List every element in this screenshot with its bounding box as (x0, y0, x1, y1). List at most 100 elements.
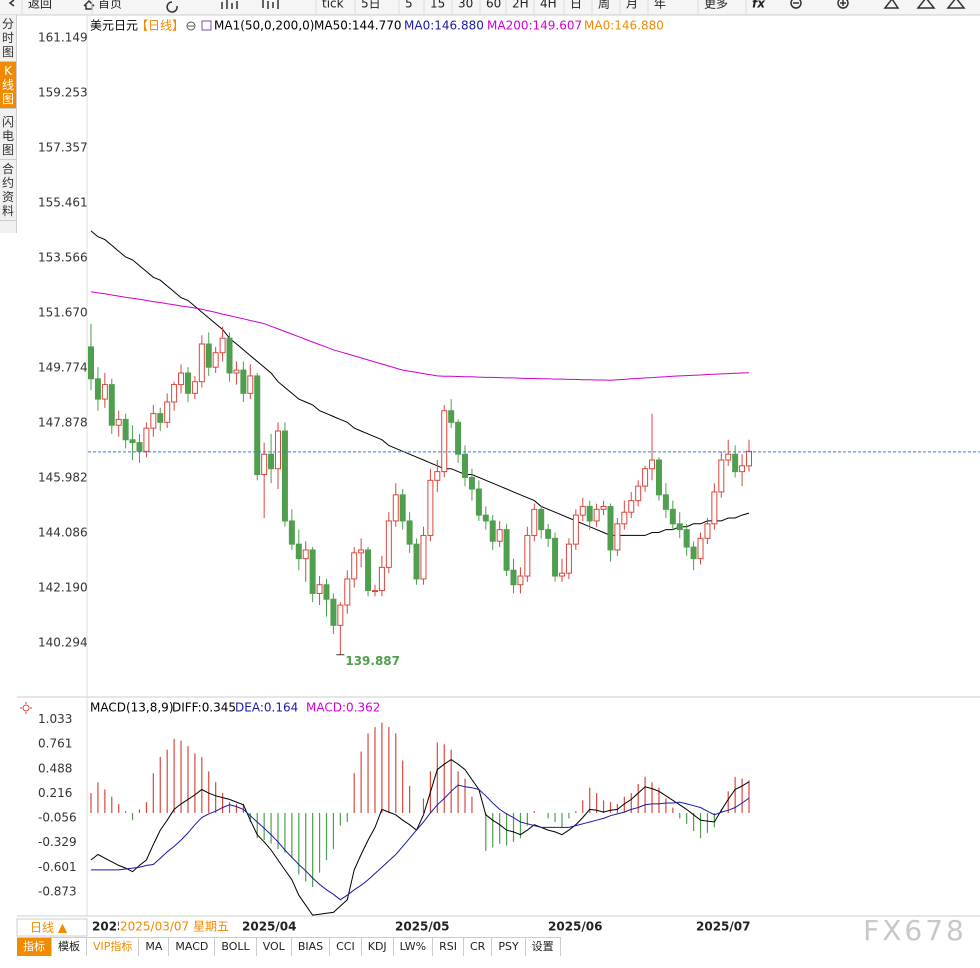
candle-body (662, 494, 669, 510)
y-tick-label: -0.329 (38, 835, 77, 849)
toolbar-button[interactable]: tick (322, 0, 344, 11)
y-tick-label: 144.086 (38, 525, 88, 539)
sidebar-tab[interactable]: K线图 (0, 62, 16, 109)
candle-body (178, 372, 185, 386)
y-tick-label: -0.056 (38, 811, 77, 825)
sidebar-tab[interactable]: 分时图 (0, 15, 16, 62)
y-tick-label: 0.488 (38, 761, 72, 775)
legend-item: MA0:146.880 (584, 19, 664, 33)
indicator-tab[interactable]: 模板 (52, 938, 87, 956)
candle-body (115, 418, 122, 426)
candle-body (240, 369, 247, 394)
candle-body (649, 459, 656, 470)
candle-body (281, 430, 288, 522)
candle-body (358, 549, 365, 554)
indicator-tab[interactable]: MA (139, 938, 170, 956)
indicator-tab[interactable]: CR (464, 938, 493, 956)
candle-body (371, 590, 378, 593)
candle-body (496, 529, 503, 542)
y-tick-label: 151.670 (38, 305, 88, 319)
y-tick-label: 157.357 (38, 141, 88, 155)
candle-body (468, 476, 475, 490)
candle-body (704, 523, 711, 539)
toolbar-button[interactable]: 2H (512, 0, 529, 11)
toolbar-button[interactable]: 首页 (98, 0, 122, 11)
toolbar-button[interactable]: fx (752, 0, 766, 11)
toolbar-button[interactable]: 返回 (28, 0, 52, 11)
y-tick-label: 140.294 (38, 635, 88, 649)
indicator-tab[interactable]: LW% (394, 938, 434, 956)
indicator-tab[interactable]: BIAS (292, 938, 331, 956)
candle-body (489, 520, 496, 542)
candle-body (406, 520, 413, 545)
hide-icon[interactable] (186, 21, 196, 31)
candle-body (184, 372, 191, 394)
candle-body (517, 575, 524, 586)
candle-body (309, 549, 316, 594)
period-button-label[interactable]: 日线 ▲ (30, 921, 68, 935)
candle-body (565, 543, 572, 574)
indicator-tab[interactable]: BOLL (215, 938, 257, 956)
candle-body (219, 337, 226, 354)
candle-body (697, 537, 704, 560)
indicator-tab[interactable]: KDJ (362, 938, 394, 956)
candle-body (482, 514, 489, 522)
period-button[interactable] (16, 918, 88, 937)
toolbar-button[interactable]: 月 (626, 0, 638, 11)
indicator-icon[interactable] (201, 20, 212, 31)
sidebar-tab[interactable]: 合约资料 (0, 160, 16, 221)
indicator-tab[interactable]: VIP指标 (87, 938, 140, 956)
candle-body (600, 505, 607, 510)
indicator-tab[interactable]: RSI (433, 938, 464, 956)
x-tick-label: 2025/06 (548, 920, 602, 934)
candle-body (212, 352, 219, 368)
candle-body (129, 439, 136, 444)
candle-body (503, 529, 510, 571)
toolbar-button[interactable]: 30 (458, 0, 473, 11)
toolbar-button[interactable]: 年 (654, 0, 666, 11)
candle-body (157, 413, 164, 423)
candle-body (524, 534, 531, 577)
candle-body (676, 523, 683, 531)
candle-body (531, 508, 538, 536)
toolbar-button[interactable]: 15 (430, 0, 445, 11)
indicator-tab[interactable]: MACD (169, 938, 216, 956)
x-tick-label: 2025/07 (696, 920, 750, 934)
line-series (90, 230, 750, 536)
toolbar-button[interactable]: 5 (405, 0, 413, 11)
line-series (90, 759, 750, 916)
y-tick-label: -0.873 (38, 884, 77, 898)
candle-body (226, 337, 233, 374)
candle-body (725, 453, 732, 461)
candle-body (94, 378, 101, 400)
y-tick-label: 149.774 (38, 360, 88, 374)
toolbar-button[interactable]: 更多 (704, 0, 728, 11)
toolbar-button[interactable]: 5日 (361, 0, 381, 11)
legend-item: MA200:149.607 (487, 19, 582, 33)
toolbar-button[interactable]: 60 (486, 0, 501, 11)
indicator-tab[interactable]: 设置 (526, 938, 561, 956)
legend-item: MA0:146.880 (404, 19, 484, 33)
legend-item: MA50:144.770 (314, 19, 402, 33)
toolbar-button[interactable]: 4H (540, 0, 557, 11)
indicator-tab[interactable]: PSY (492, 938, 526, 956)
candle-body (593, 508, 600, 522)
candle-body (669, 508, 676, 525)
indicator-tab[interactable]: 指标 (17, 938, 52, 956)
sidebar-tab[interactable]: 闪电图 (0, 113, 16, 160)
y-tick-label: 145.982 (38, 470, 88, 484)
candle-body (254, 375, 261, 476)
y-tick-label: 0.761 (38, 737, 72, 751)
candle-body (399, 494, 406, 522)
indicator-tab[interactable]: CCI (330, 938, 362, 956)
candle-body (427, 479, 434, 536)
candle-body (351, 552, 358, 580)
candle-body (732, 453, 739, 473)
toolbar-button[interactable]: 周 (598, 0, 610, 11)
crosshair-bg (119, 919, 229, 935)
indicator-tab[interactable]: VOL (257, 938, 292, 956)
toolbar-button[interactable]: 日 (570, 0, 582, 11)
candle-body (302, 549, 309, 560)
candle-body (261, 453, 268, 476)
